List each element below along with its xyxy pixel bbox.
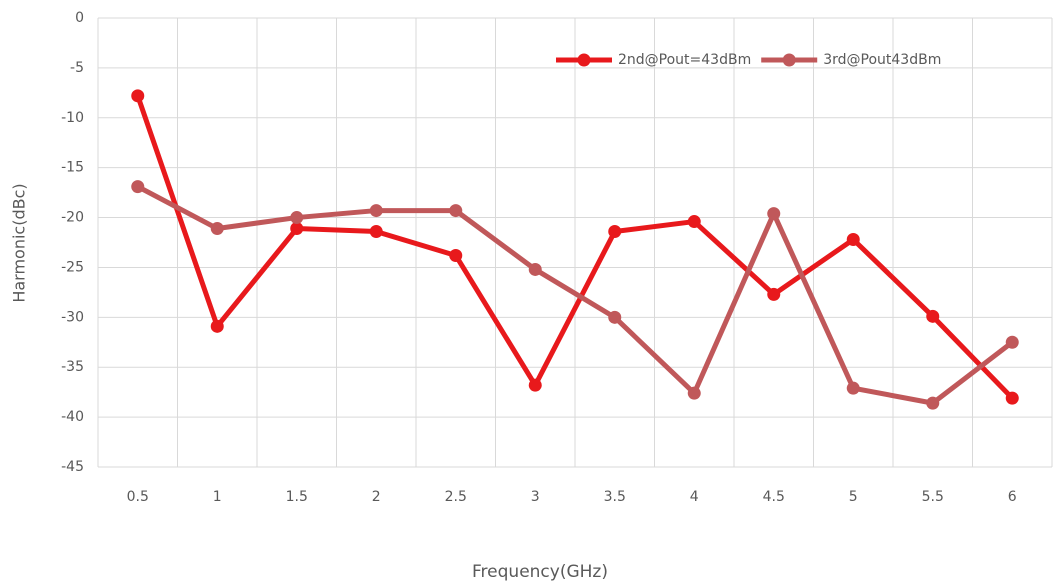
point (210, 319, 224, 333)
y-tick-label: -10 (61, 110, 84, 126)
legend-marker (782, 53, 796, 67)
point (1005, 335, 1019, 349)
point (926, 396, 940, 410)
y-tick-label: -35 (61, 359, 84, 375)
point (608, 310, 622, 324)
x-tick-label: 1.5 (286, 489, 308, 505)
point (290, 222, 304, 236)
point (131, 89, 145, 103)
series-line (136, 184, 1014, 406)
x-tick-label: 6 (1008, 489, 1017, 505)
point (687, 386, 701, 400)
point (1005, 391, 1019, 405)
point (926, 309, 940, 323)
point (449, 248, 463, 262)
legend-label: 2nd@Pout=43dBm (618, 52, 751, 68)
x-tick-label: 1 (213, 489, 222, 505)
point (210, 222, 224, 236)
y-tick-label: -15 (61, 160, 84, 176)
y-tick-label: -25 (61, 259, 84, 275)
point (846, 381, 860, 395)
point (369, 225, 383, 239)
x-tick-label: 4 (690, 489, 699, 505)
point (528, 262, 542, 276)
point (846, 233, 860, 247)
x-tick-label: 5 (849, 489, 858, 505)
legend-label: 3rd@Pout43dBm (823, 52, 941, 68)
y-tick-label: -30 (61, 309, 84, 325)
point (767, 287, 781, 301)
y-tick-label: 0 (75, 10, 84, 26)
y-tick-label: -5 (70, 60, 84, 76)
y-axis-label: Harmonic(dBc) (10, 183, 29, 302)
series-line (135, 95, 1015, 400)
point (528, 378, 542, 392)
point (369, 204, 383, 218)
x-axis-label: Frequency(GHz) (472, 562, 608, 582)
x-tick-label: 3.5 (604, 489, 626, 505)
x-tick-label: 5.5 (922, 489, 944, 505)
point (131, 180, 145, 194)
point (767, 207, 781, 221)
x-tick-label: 3 (531, 489, 540, 505)
x-tick-label: 2.5 (445, 489, 467, 505)
point (687, 215, 701, 229)
y-tick-label: -20 (61, 210, 84, 226)
point (449, 204, 463, 218)
x-tick-label: 4.5 (763, 489, 785, 505)
point (608, 225, 622, 239)
point (290, 211, 304, 225)
x-tick-label: 2 (372, 489, 381, 505)
y-tick-label: -40 (61, 409, 84, 425)
y-tick-label: -45 (61, 459, 84, 475)
legend-marker (577, 53, 591, 67)
x-tick-label: 0.5 (127, 489, 149, 505)
